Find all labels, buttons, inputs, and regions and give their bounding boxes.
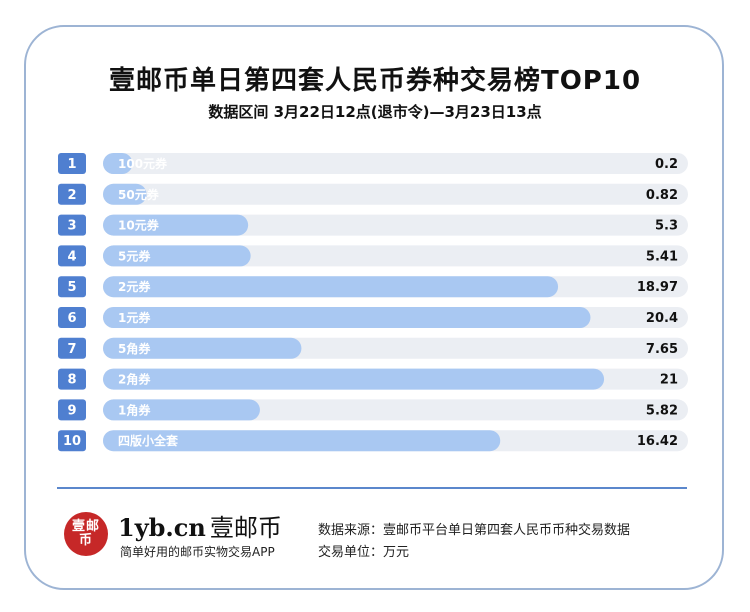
category-label: 50元券 (118, 187, 160, 202)
rank-label: 6 (67, 311, 76, 326)
category-label: 5角券 (118, 341, 151, 356)
data-source-note: 数据来源：壹邮币平台单日第四套人民币币种交易数据 (318, 523, 631, 538)
value-label: 0.82 (646, 188, 678, 203)
bar (103, 307, 591, 328)
rank-badge (58, 183, 86, 205)
bar-track (103, 183, 688, 205)
rank-label: 9 (67, 403, 76, 418)
bar (103, 337, 302, 359)
bar-track (103, 245, 688, 267)
value-label: 5.82 (646, 403, 678, 418)
bar-row: 9 1角券 5.82 (58, 399, 688, 421)
bar-row: 1 100元券 0.2 (58, 153, 688, 174)
rank-label: 3 (67, 219, 76, 234)
bar (103, 368, 605, 390)
category-label: 四版小全套 (118, 433, 179, 448)
rank-badge (58, 368, 86, 390)
rank-badge (58, 153, 86, 174)
bar (103, 276, 559, 298)
rank-label: 2 (67, 188, 76, 203)
category-label: 5元券 (118, 248, 151, 263)
rank-badge (58, 276, 86, 298)
brand-cn: 壹邮币 (209, 514, 282, 542)
bar (103, 245, 251, 267)
bar (103, 153, 133, 174)
rank-label: 4 (67, 249, 76, 264)
bar-row: 8 2角券 21 (58, 368, 688, 390)
rank-label: 7 (67, 342, 76, 357)
value-label: 7.65 (646, 342, 678, 357)
brand-slogan: 简单好用的邮币实物交易APP (120, 545, 275, 559)
bar-row: 5 2元券 18.97 (58, 276, 688, 298)
bar-row: 4 5元券 5.41 (58, 245, 688, 267)
bar (103, 214, 249, 236)
rank-badge (58, 337, 86, 359)
category-label: 1元券 (118, 310, 151, 325)
bar (103, 399, 260, 421)
category-label: 2元券 (118, 279, 151, 294)
value-label: 5.3 (655, 219, 678, 234)
bar-row: 6 1元券 20.4 (58, 307, 688, 328)
category-label: 100元券 (118, 156, 168, 171)
category-label: 10元券 (118, 218, 160, 233)
brand-latin: 1yb.cn (118, 513, 206, 542)
bar-rows: 1 100元券 0.2 2 50元券 0.82 3 10元券 5.3 4 5元券 5.41 5 2元券 18… (58, 153, 688, 452)
bar-track (103, 153, 688, 174)
value-label: 21 (660, 373, 678, 388)
chart-subtitle: 数据区间 3月22日12点(退市令)—3月23日13点 (208, 103, 542, 121)
chart-title: 壹邮币单日第四套人民币券种交易榜TOP10 (108, 66, 642, 96)
value-label: 0.2 (655, 157, 678, 172)
bar-row: 7 5角券 7.65 (58, 337, 688, 359)
rank-badge (58, 399, 86, 421)
rank-badge (58, 430, 86, 452)
data-unit-note: 交易单位：万元 (318, 545, 410, 560)
footer-divider (57, 487, 687, 489)
logo-seal-icon: 壹邮币 (64, 512, 108, 556)
bar-track (103, 214, 688, 236)
bar (103, 430, 501, 452)
bar-row: 2 50元券 0.82 (58, 183, 688, 205)
brand-logo: 1yb.cn 壹邮币 (118, 508, 282, 543)
category-label: 2角券 (118, 372, 151, 387)
bar (103, 183, 147, 205)
rank-label: 1 (67, 157, 76, 172)
rank-badge (58, 245, 86, 267)
value-label: 5.41 (646, 249, 678, 264)
value-label: 16.42 (637, 434, 678, 449)
bar-row: 3 10元券 5.3 (58, 214, 688, 236)
rank-badge (58, 307, 86, 328)
value-label: 18.97 (637, 280, 678, 295)
rank-label: 5 (67, 280, 76, 295)
category-label: 1角券 (118, 402, 151, 417)
rank-label: 8 (67, 373, 76, 388)
value-label: 20.4 (646, 311, 678, 326)
rank-badge (58, 214, 86, 236)
bar-row: 10 四版小全套 16.42 (58, 430, 688, 452)
rank-label: 10 (63, 434, 81, 449)
